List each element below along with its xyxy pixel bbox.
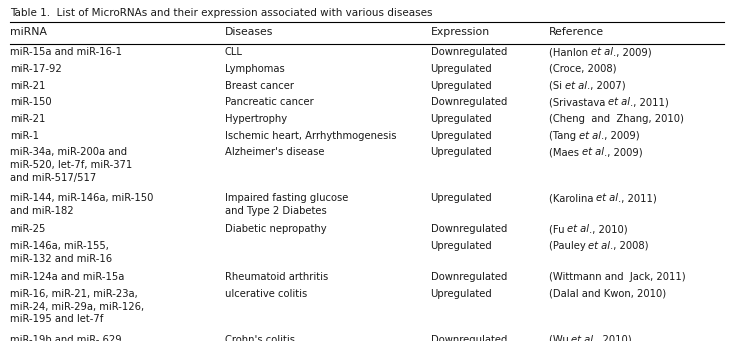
Text: (Pauley: (Pauley [548, 241, 589, 251]
Text: (Fu: (Fu [548, 224, 567, 234]
Text: miR-146a, miR-155,
miR-132 and miR-16: miR-146a, miR-155, miR-132 and miR-16 [10, 241, 112, 264]
Text: et al: et al [582, 147, 604, 157]
Text: et al: et al [572, 335, 594, 341]
Text: et al: et al [564, 80, 586, 91]
Text: et al: et al [579, 131, 601, 140]
Text: Table 1.  List of MicroRNAs and their expression associated with various disease: Table 1. List of MicroRNAs and their exp… [10, 8, 432, 18]
Text: Ischemic heart, Arrhythmogenesis: Ischemic heart, Arrhythmogenesis [225, 131, 396, 140]
Text: Downregulated: Downregulated [431, 272, 507, 282]
Text: miR-21: miR-21 [10, 114, 45, 124]
Text: (Croce, 2008): (Croce, 2008) [548, 64, 616, 74]
Text: Alzheimer's disease: Alzheimer's disease [225, 147, 324, 157]
Text: miR-17-92: miR-17-92 [10, 64, 62, 74]
Text: miR-16, miR-21, miR-23a,
miR-24, miR-29a, miR-126,
miR-195 and let-7f: miR-16, miR-21, miR-23a, miR-24, miR-29a… [10, 289, 144, 325]
Text: (Hanlon: (Hanlon [548, 47, 591, 57]
Text: Pancreatic cancer: Pancreatic cancer [225, 97, 313, 107]
Text: (Cheng  and  Zhang, 2010): (Cheng and Zhang, 2010) [548, 114, 683, 124]
Text: Upregulated: Upregulated [431, 193, 493, 203]
Text: miR-25: miR-25 [10, 224, 45, 234]
Text: miR-1: miR-1 [10, 131, 39, 140]
Text: miRNA: miRNA [10, 27, 47, 37]
Text: Upregulated: Upregulated [431, 147, 493, 157]
Text: Upregulated: Upregulated [431, 131, 493, 140]
Text: (Dalal and Kwon, 2010): (Dalal and Kwon, 2010) [548, 289, 666, 299]
Text: Downregulated: Downregulated [431, 335, 507, 341]
Text: (Wittmann and  Jack, 2011): (Wittmann and Jack, 2011) [548, 272, 686, 282]
Text: Rheumatoid arthritis: Rheumatoid arthritis [225, 272, 328, 282]
Text: Hypertrophy: Hypertrophy [225, 114, 287, 124]
Text: Impaired fasting glucose
and Type 2 Diabetes: Impaired fasting glucose and Type 2 Diab… [225, 193, 349, 216]
Text: ., 2010): ., 2010) [589, 224, 628, 234]
Text: ., 2009): ., 2009) [613, 47, 652, 57]
Text: Diabetic nepropathy: Diabetic nepropathy [225, 224, 327, 234]
Text: Upregulated: Upregulated [431, 289, 493, 299]
Text: (Karolina: (Karolina [548, 193, 596, 203]
Text: et al: et al [591, 47, 613, 57]
Text: Expression: Expression [431, 27, 490, 37]
Text: et al: et al [608, 97, 630, 107]
Text: ., 2009): ., 2009) [604, 147, 642, 157]
Text: Diseases: Diseases [225, 27, 273, 37]
Text: ., 2008): ., 2008) [611, 241, 649, 251]
Text: Downregulated: Downregulated [431, 47, 507, 57]
Text: ulcerative colitis: ulcerative colitis [225, 289, 308, 299]
Text: miR-124a and miR-15a: miR-124a and miR-15a [10, 272, 124, 282]
Text: et al: et al [589, 241, 611, 251]
Text: miR-19b and miR- 629: miR-19b and miR- 629 [10, 335, 121, 341]
Text: ., 2011): ., 2011) [630, 97, 669, 107]
Text: Upregulated: Upregulated [431, 241, 493, 251]
Text: (Srivastava: (Srivastava [548, 97, 608, 107]
Text: (Maes: (Maes [548, 147, 582, 157]
Text: et al: et al [567, 224, 589, 234]
Text: CLL: CLL [225, 47, 243, 57]
Text: (Si: (Si [548, 80, 564, 91]
Text: Upregulated: Upregulated [431, 114, 493, 124]
Text: Downregulated: Downregulated [431, 97, 507, 107]
Text: ., 2010): ., 2010) [594, 335, 632, 341]
Text: Downregulated: Downregulated [431, 224, 507, 234]
Text: Breast cancer: Breast cancer [225, 80, 294, 91]
Text: ., 2007): ., 2007) [586, 80, 625, 91]
Text: ., 2009): ., 2009) [601, 131, 639, 140]
Text: miR-15a and miR-16-1: miR-15a and miR-16-1 [10, 47, 122, 57]
Text: (Tang: (Tang [548, 131, 579, 140]
Text: miR-34a, miR-200a and
miR-520, let-7f, miR-371
and miR-517/517: miR-34a, miR-200a and miR-520, let-7f, m… [10, 147, 132, 183]
Text: et al: et al [596, 193, 618, 203]
Text: Upregulated: Upregulated [431, 80, 493, 91]
Text: miR-150: miR-150 [10, 97, 51, 107]
Text: Reference: Reference [548, 27, 604, 37]
Text: (Wu: (Wu [548, 335, 572, 341]
Text: miR-144, miR-146a, miR-150
and miR-182: miR-144, miR-146a, miR-150 and miR-182 [10, 193, 153, 216]
Text: Upregulated: Upregulated [431, 64, 493, 74]
Text: Lymphomas: Lymphomas [225, 64, 285, 74]
Text: ., 2011): ., 2011) [618, 193, 657, 203]
Text: miR-21: miR-21 [10, 80, 45, 91]
Text: Crohn's colitis: Crohn's colitis [225, 335, 295, 341]
